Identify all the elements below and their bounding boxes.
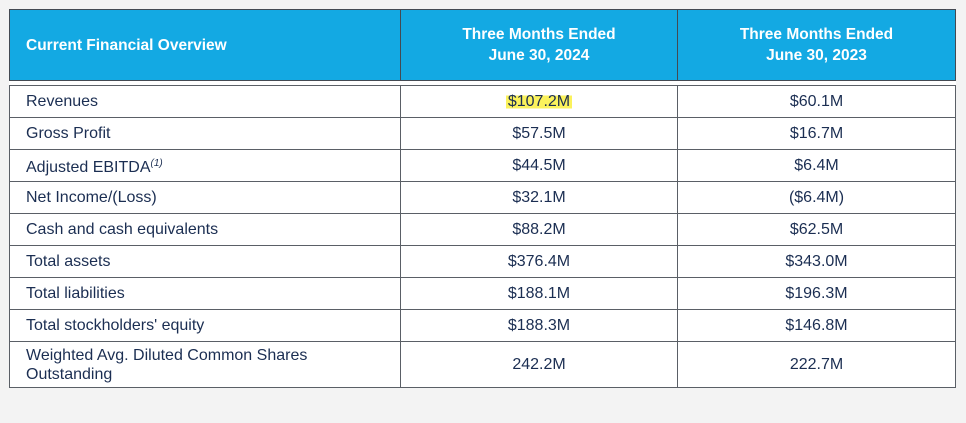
header-label-column: Current Financial Overview xyxy=(9,9,401,81)
value-2024-cell: $57.5M xyxy=(400,117,678,150)
value-2024-cell: $32.1M xyxy=(400,181,678,214)
row-label: Total assets xyxy=(9,245,401,278)
row-label: Adjusted EBITDA xyxy=(26,159,151,176)
header-period-2024: Three Months Ended June 30, 2024 xyxy=(400,9,678,81)
value-2023-cell: 222.7M xyxy=(677,341,956,388)
table-row: Cash and cash equivalents $88.2M $62.5M xyxy=(9,213,956,246)
value-2023-cell: $62.5M xyxy=(677,213,956,246)
value-2023-cell: $16.7M xyxy=(677,117,956,150)
value-2023-cell: ($6.4M) xyxy=(677,181,956,214)
header-period-2023: Three Months Ended June 30, 2023 xyxy=(677,9,956,81)
row-label: Gross Profit xyxy=(9,117,401,150)
table-row: Total stockholders' equity $188.3M $146.… xyxy=(9,309,956,342)
value-2024-cell: $188.1M xyxy=(400,277,678,310)
financial-overview-table: Current Financial Overview Three Months … xyxy=(9,9,956,388)
table-row: Net Income/(Loss) $32.1M ($6.4M) xyxy=(9,181,956,214)
row-label: Total stockholders' equity xyxy=(9,309,401,342)
row-label-line1: Weighted Avg. Diluted Common Shares xyxy=(26,346,308,364)
table-row: Total assets $376.4M $343.0M xyxy=(9,245,956,278)
value-2023-cell: $6.4M xyxy=(677,149,956,182)
row-label-cell: Weighted Avg. Diluted Common Shares Outs… xyxy=(9,341,401,388)
table-row: Revenues $107.2M $60.1M xyxy=(9,85,956,118)
row-label: Revenues xyxy=(9,85,401,118)
value-2023-cell: $343.0M xyxy=(677,245,956,278)
header-period-2024-line2: June 30, 2024 xyxy=(488,47,590,64)
value-2023-cell: $196.3M xyxy=(677,277,956,310)
table-header-row: Current Financial Overview Three Months … xyxy=(9,9,956,81)
row-label: Total liabilities xyxy=(9,277,401,310)
value-2024-cell: 242.2M xyxy=(400,341,678,388)
row-label: Cash and cash equivalents xyxy=(9,213,401,246)
value-2024-cell: $88.2M xyxy=(400,213,678,246)
value-2024-cell: $107.2M xyxy=(400,85,678,118)
row-label-line2: Outstanding xyxy=(26,365,113,383)
table-row: Adjusted EBITDA(1) $44.5M $6.4M xyxy=(9,149,956,182)
footnote-marker: (1) xyxy=(150,158,163,169)
table-row: Total liabilities $188.1M $196.3M xyxy=(9,277,956,310)
row-label-cell: Adjusted EBITDA(1) xyxy=(9,149,401,182)
header-period-2023-line1: Three Months Ended xyxy=(739,26,894,43)
table-row: Gross Profit $57.5M $16.7M xyxy=(9,117,956,150)
table-row: Weighted Avg. Diluted Common Shares Outs… xyxy=(9,341,956,388)
highlighted-value: $107.2M xyxy=(505,93,573,110)
value-2024-cell: $188.3M xyxy=(400,309,678,342)
value-2023-cell: $60.1M xyxy=(677,85,956,118)
header-period-2023-line2: June 30, 2023 xyxy=(766,47,867,64)
value-2024-cell: $376.4M xyxy=(400,245,678,278)
header-period-2024-line1: Three Months Ended xyxy=(462,26,616,43)
value-2023-cell: $146.8M xyxy=(677,309,956,342)
value-2024-cell: $44.5M xyxy=(400,149,678,182)
row-label: Net Income/(Loss) xyxy=(9,181,401,214)
